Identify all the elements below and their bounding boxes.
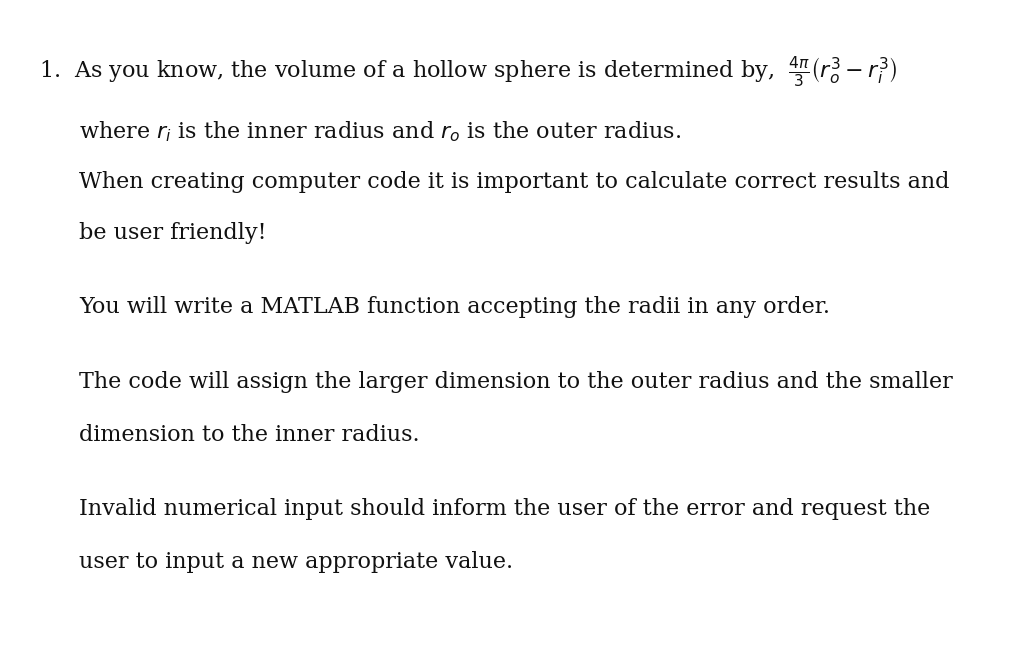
Text: Invalid numerical input should inform the user of the error and request the: Invalid numerical input should inform th… <box>79 498 930 521</box>
Text: You will write a MATLAB function accepting the radii in any order.: You will write a MATLAB function accepti… <box>79 296 829 318</box>
Text: be user friendly!: be user friendly! <box>79 222 266 245</box>
Text: The code will assign the larger dimension to the outer radius and the smaller: The code will assign the larger dimensio… <box>79 371 952 394</box>
Text: user to input a new appropriate value.: user to input a new appropriate value. <box>79 551 513 573</box>
Text: 1.  As you know, the volume of a hollow sphere is determined by,  $\frac{4\pi}{3: 1. As you know, the volume of a hollow s… <box>39 54 897 88</box>
Text: dimension to the inner radius.: dimension to the inner radius. <box>79 424 420 446</box>
Text: When creating computer code it is important to calculate correct results and: When creating computer code it is import… <box>79 171 949 194</box>
Text: where $r_i$ is the inner radius and $r_o$ is the outer radius.: where $r_i$ is the inner radius and $r_o… <box>79 119 681 144</box>
